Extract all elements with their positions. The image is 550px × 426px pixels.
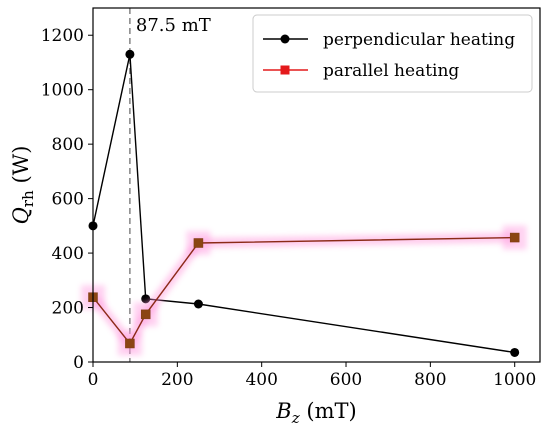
legend: perpendicular heating parallel heating <box>252 14 533 93</box>
x-tick-label-1000: 1000 <box>493 370 536 390</box>
annotation-label: 87.5 mT <box>136 15 211 36</box>
x-axis-label: Bz (mT) <box>275 399 356 426</box>
x-tick-label-600: 600 <box>330 370 362 390</box>
legend-label-parallel: parallel heating <box>323 61 459 81</box>
y-tick-label-1200: 1200 <box>41 26 84 46</box>
legend-marker-perpendicular <box>280 34 290 44</box>
y-tick-label-1000: 1000 <box>41 81 84 101</box>
legend-marker-parallel <box>280 65 290 75</box>
axes-frame <box>92 7 541 363</box>
y-tick-label-200: 200 <box>52 299 84 319</box>
series-parallel-glow <box>89 232 515 353</box>
point-perpendicular-2 <box>141 294 151 304</box>
y-axis-label-group: Qrh (W) <box>9 146 37 225</box>
point-perpendicular-1 <box>125 49 135 59</box>
point-parallel-4 <box>509 232 520 243</box>
legend-box <box>252 14 533 93</box>
point-perpendicular-3 <box>193 299 203 309</box>
x-tick-label-800: 800 <box>414 370 446 390</box>
point-parallel-3 <box>193 238 204 248</box>
y-axis-label: Qrh (W) <box>9 146 37 225</box>
point-parallel-1 <box>125 338 135 349</box>
x-tick-label-200: 200 <box>161 370 193 390</box>
y-tick-label-400: 400 <box>52 244 84 264</box>
point-parallel-2 <box>140 309 151 320</box>
y-tick-label-800: 800 <box>52 135 84 155</box>
y-tick-label-0: 0 <box>73 353 84 373</box>
legend-label-perpendicular: perpendicular heating <box>323 30 515 50</box>
axes: 0 200 400 600 800 1000 0 200 400 600 800 1000 1200 Bz… <box>9 7 541 426</box>
y-tick-label-600: 600 <box>52 190 84 210</box>
x-tick-label-0: 0 <box>88 370 99 390</box>
x-tick-label-400: 400 <box>245 370 277 390</box>
point-perpendicular-4 <box>510 347 520 357</box>
series-parallel-line <box>92 236 515 345</box>
